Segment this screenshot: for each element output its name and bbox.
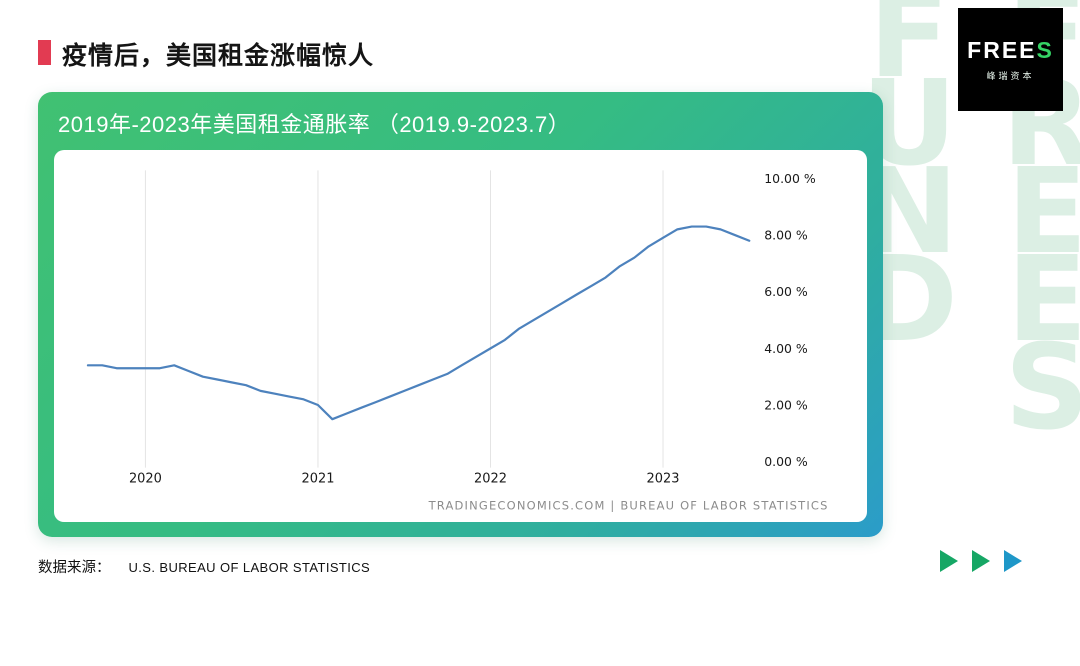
slide-header: 疫情后，美国租金涨幅惊人: [38, 36, 374, 72]
chart-panel: 2020 2021 2022 2023 10.00 % 8.00 % 6.00 % 4.00 …: [54, 150, 867, 522]
chart-card: 2019年-2023年美国租金通胀率 （2019.9-2023.7） 2020 2…: [38, 92, 883, 537]
y-tick-0: 0.00 %: [764, 454, 808, 469]
rent-inflation-line: [86, 225, 751, 421]
y-tick-2: 2.00 %: [764, 398, 808, 413]
rent-inflation-chart: 2020 2021 2022 2023 10.00 % 8.00 % 6.00 % 4.00 …: [86, 170, 829, 513]
y-tick-4: 4.00 %: [764, 341, 808, 356]
arrow-right-icon-2: [972, 550, 990, 572]
logo-brand: FREES: [967, 37, 1054, 64]
footer-arrows: [940, 550, 1022, 572]
logo-subtitle: 峰瑞资本: [986, 71, 1035, 81]
y-tick-10: 10.00 %: [764, 171, 816, 186]
source-label: 数据来源：: [38, 560, 111, 576]
arrow-right-icon-1: [940, 550, 958, 572]
chart-card-title: 2019年-2023年美国租金通胀率 （2019.9-2023.7）: [58, 112, 571, 137]
frees-fund-logo: FREES 峰瑞资本: [958, 8, 1063, 111]
x-tick-2022: 2022: [474, 472, 507, 487]
x-tick-2021: 2021: [301, 472, 334, 487]
logo-text-s: S: [1036, 37, 1054, 63]
source-attribution: TRADINGECONOMICS.COM | BUREAU OF LABOR S…: [428, 499, 829, 513]
source-row: 数据来源： U.S. BUREAU OF LABOR STATISTICS: [38, 556, 370, 577]
arrow-right-icon-3: [1004, 550, 1022, 572]
page-title: 疫情后，美国租金涨幅惊人: [62, 42, 375, 70]
x-tick-2020: 2020: [129, 472, 162, 487]
title-bullet: [38, 40, 51, 65]
y-tick-8: 8.00 %: [764, 228, 808, 243]
source-value: U.S. BUREAU OF LABOR STATISTICS: [128, 560, 371, 575]
logo-text-free: FREE: [967, 37, 1037, 63]
y-tick-6: 6.00 %: [764, 284, 808, 299]
x-tick-2023: 2023: [647, 472, 680, 487]
